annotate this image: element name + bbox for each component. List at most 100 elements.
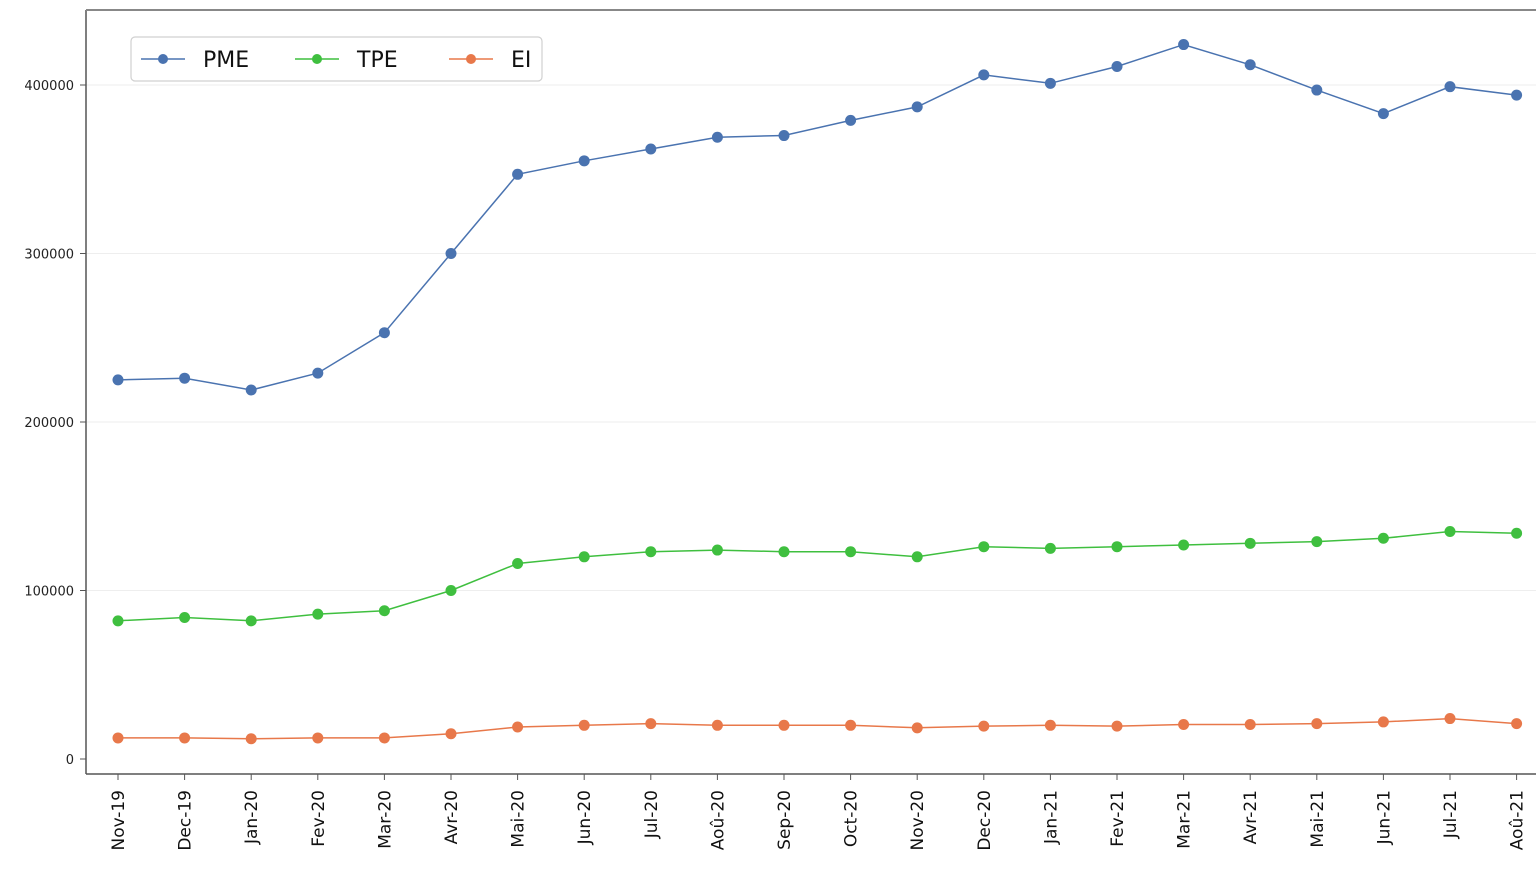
x-tick-label: Fev-21	[1108, 790, 1128, 847]
y-tick-label: 300000	[24, 248, 74, 263]
x-tick-label: Avr-21	[1241, 790, 1261, 844]
data-point-pme	[378, 327, 390, 339]
series-tpe	[112, 526, 1523, 627]
data-point-pme	[1044, 77, 1056, 89]
data-point-tpe	[711, 544, 723, 556]
x-tick-label: Mai-21	[1308, 790, 1328, 848]
data-point-ei	[578, 719, 590, 731]
data-point-ei	[312, 732, 324, 744]
x-tick-label: Jul-20	[642, 790, 662, 839]
x-tick-label: Mar-20	[375, 790, 395, 849]
x-tick-label: Jun-20	[575, 790, 595, 845]
data-point-tpe	[778, 546, 790, 558]
x-tick-label: Avr-20	[442, 790, 462, 844]
x-tick-label: Jun-21	[1374, 790, 1394, 845]
data-point-pme	[845, 114, 857, 126]
data-point-ei	[445, 728, 457, 740]
series-layer	[112, 39, 1523, 745]
data-point-tpe	[378, 605, 390, 617]
data-point-ei	[112, 732, 124, 744]
data-point-pme	[512, 168, 524, 180]
y-tick-label: 100000	[24, 585, 74, 600]
x-tick-label: Aoû-20	[708, 790, 728, 850]
x-tick-label: Mai-20	[509, 790, 529, 848]
legend-item-tpe: TPE	[295, 48, 398, 73]
data-point-pme	[1311, 84, 1323, 96]
x-tick-label: Nov-20	[908, 790, 928, 851]
data-point-pme	[1244, 59, 1256, 71]
legend-marker-ei	[466, 54, 476, 64]
data-point-tpe	[112, 615, 124, 627]
legend-label-tpe: TPE	[356, 48, 398, 73]
legend-label-ei: EI	[511, 48, 531, 73]
data-point-tpe	[512, 558, 524, 570]
x-tick-label: Jan-21	[1041, 790, 1061, 845]
legend-label-pme: PME	[203, 48, 249, 73]
y-tick-label: 400000	[24, 79, 74, 94]
data-point-pme	[911, 101, 923, 113]
data-point-pme	[245, 384, 257, 396]
data-point-tpe	[978, 541, 990, 553]
data-point-tpe	[645, 546, 657, 558]
y-tick-label: 200000	[24, 416, 74, 431]
series-pme	[112, 39, 1523, 396]
data-point-pme	[445, 248, 457, 259]
data-point-tpe	[1111, 541, 1123, 553]
data-point-ei	[711, 719, 723, 731]
data-point-pme	[179, 372, 191, 384]
data-point-tpe	[1377, 532, 1389, 544]
grid-lines	[86, 84, 1536, 591]
data-point-tpe	[1511, 527, 1523, 539]
x-axis-ticks: Nov-19 Dec-19 Jan-20 Fev-20 Mar-20 Avr-20 Mai-…	[109, 774, 1528, 851]
data-point-ei	[1511, 718, 1523, 730]
data-point-tpe	[1178, 539, 1190, 551]
data-point-ei	[1178, 718, 1190, 730]
data-point-tpe	[1311, 536, 1323, 548]
x-tick-label: Jul-21	[1441, 790, 1461, 839]
x-tick-label: Aoû-21	[1508, 790, 1528, 850]
y-tick-label: 0	[66, 753, 74, 768]
data-point-pme	[1511, 89, 1523, 101]
x-tick-label: Nov-19	[109, 790, 129, 851]
data-point-ei	[245, 733, 257, 745]
data-point-pme	[312, 367, 324, 379]
y-axis-ticks: 0 100000 200000 300000 400000	[24, 79, 86, 768]
data-point-ei	[512, 721, 524, 733]
series-ei	[112, 713, 1523, 745]
legend-marker-pme	[158, 54, 168, 64]
data-point-tpe	[1044, 542, 1056, 554]
data-point-pme	[1444, 81, 1456, 93]
data-point-ei	[1377, 716, 1389, 728]
data-point-tpe	[1244, 537, 1256, 549]
data-point-pme	[978, 69, 990, 81]
data-point-ei	[911, 722, 923, 734]
series-line-pme	[117, 43, 1517, 391]
data-point-ei	[978, 720, 990, 732]
series-line-tpe	[117, 530, 1517, 622]
data-point-pme	[711, 131, 723, 143]
data-point-ei	[1044, 719, 1056, 731]
data-point-pme	[1178, 39, 1190, 51]
data-point-pme	[1111, 60, 1123, 72]
legend-item-pme: PME	[141, 48, 249, 73]
data-point-pme	[1377, 108, 1389, 120]
axes	[85, 9, 1536, 775]
data-point-tpe	[245, 615, 257, 627]
data-point-pme	[112, 374, 124, 386]
data-point-ei	[378, 732, 390, 744]
data-point-ei	[1444, 713, 1456, 725]
x-tick-label: Jan-20	[242, 790, 262, 845]
x-tick-label: Sep-20	[775, 790, 795, 850]
legend-marker-tpe	[312, 54, 322, 64]
data-point-pme	[778, 130, 790, 142]
legend: PME TPE EI	[130, 36, 543, 82]
x-tick-label: Dec-20	[975, 790, 995, 851]
data-point-ei	[645, 718, 657, 730]
data-point-tpe	[578, 551, 590, 563]
data-point-tpe	[911, 551, 923, 563]
data-point-ei	[778, 719, 790, 731]
data-point-tpe	[312, 608, 324, 620]
legend-item-ei: EI	[449, 48, 531, 73]
data-point-ei	[179, 732, 191, 744]
